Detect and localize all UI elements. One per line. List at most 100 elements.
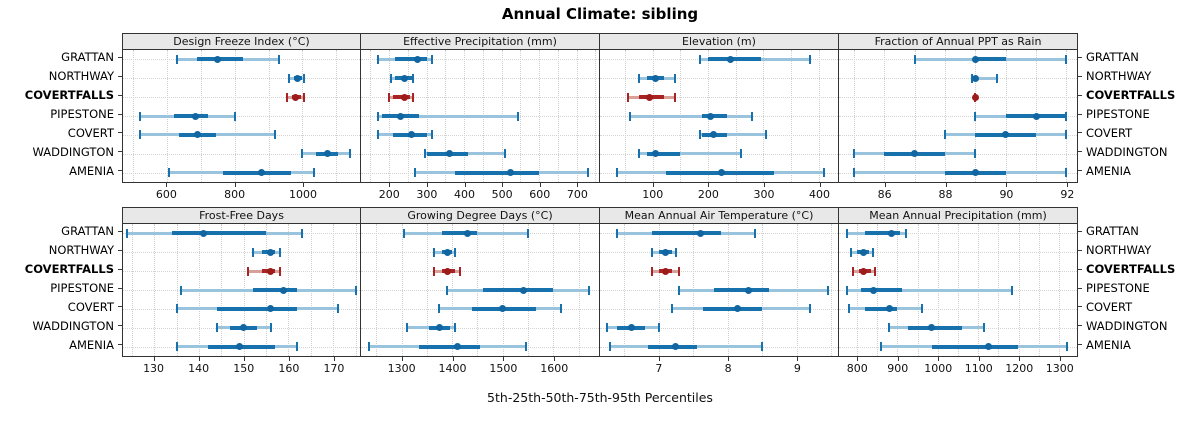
panel-plot-area [839, 224, 1077, 356]
panel: Fraction of Annual PPT as Rain 86 88 90 92 [839, 33, 1078, 203]
whisker-cap [389, 73, 392, 83]
whisker-cap [809, 54, 812, 64]
x-tick-label: 160 [278, 362, 300, 375]
x-tick-label: 88 [938, 188, 953, 201]
whisker-cap [405, 323, 408, 333]
row-tick [118, 113, 122, 115]
row-tick [1078, 287, 1082, 289]
whisker-cap [458, 266, 461, 276]
station-label: WADDINGTON [1078, 316, 1198, 335]
station-label-text: COVERT [67, 299, 114, 314]
trellis-row-2: GRATTAN NORTHWAY COVERTFALLS PIPESTONE COVER… [0, 207, 1200, 377]
station-label-stack: GRATTAN NORTHWAY COVERTFALLS PIPESTONE COVER… [1078, 48, 1198, 180]
median-dot [928, 324, 936, 332]
median-dot [707, 112, 715, 120]
station-label: COVERT [1078, 297, 1198, 316]
whisker-cap [517, 111, 520, 121]
whisker-cap [247, 266, 250, 276]
grid-hline [600, 327, 838, 329]
station-label-text: COVERTFALLS [24, 88, 114, 103]
station-label: COVERTFALLS [0, 260, 122, 279]
median-dot [192, 112, 200, 120]
x-tick-mark [502, 183, 504, 187]
whisker-cap [826, 285, 829, 295]
station-label-stack: GRATTAN NORTHWAY COVERTFALLS PIPESTONE COVER… [0, 222, 122, 354]
x-axis: 800 900 1000 1100 1200 1300 [839, 357, 1078, 377]
station-label-column-left: GRATTAN NORTHWAY COVERTFALLS PIPESTONE COVER… [0, 207, 122, 354]
station-label-text: COVERTFALLS [1086, 262, 1176, 277]
median-dot [734, 305, 742, 313]
x-tick-mark [945, 183, 947, 187]
panel-strip: Fraction of Annual PPT as Rain [839, 34, 1077, 50]
whisker-cap [650, 247, 653, 257]
x-axis: 1300 1400 1500 1600 [361, 357, 600, 377]
whisker-cap [848, 304, 851, 314]
grid-hline [361, 134, 599, 136]
median-dot [280, 286, 288, 294]
median-dot [971, 93, 979, 101]
median-dot [627, 324, 635, 332]
panel: Frost-Free Days 130 140 150 160 170 [122, 207, 361, 377]
row-tick [118, 306, 122, 308]
grid-hline [123, 153, 360, 155]
whisker-cap [431, 130, 434, 140]
whisker-cap [586, 168, 589, 178]
panel-box: Frost-Free Days [122, 207, 361, 357]
whisker-cap [412, 73, 415, 83]
whisker-cap [376, 130, 379, 140]
station-label: COVERTFALLS [0, 86, 122, 105]
whisker-cap [527, 228, 530, 238]
iqr-box [216, 306, 298, 311]
iqr-box [975, 57, 1006, 62]
whisker-cap [438, 304, 441, 314]
station-label-text: COVERT [67, 125, 114, 140]
median-dot [292, 93, 300, 101]
station-label: WADDINGTON [0, 316, 122, 335]
whisker-cap [167, 168, 170, 178]
whisker-cap [176, 54, 179, 64]
station-label: COVERT [0, 297, 122, 316]
whisker-cap [1065, 168, 1068, 178]
strip-spacer [0, 207, 122, 222]
iqr-box [647, 151, 681, 156]
station-label: NORTHWAY [1078, 67, 1198, 86]
iqr-box [173, 114, 208, 118]
x-tick-mark [978, 357, 980, 361]
station-label-text: NORTHWAY [1086, 243, 1152, 258]
median-dot [408, 131, 416, 139]
whisker-cap [524, 342, 527, 352]
whisker-cap [904, 228, 907, 238]
panel-box: Effective Precipitation (mm) [361, 33, 600, 183]
median-dot [971, 169, 979, 177]
median-dot [214, 55, 222, 63]
median-dot [240, 324, 248, 332]
x-tick-label: 600 [529, 188, 551, 201]
x-tick-mark [401, 357, 403, 361]
grid-hline [361, 327, 599, 329]
panel-strip: Growing Degree Days (°C) [361, 208, 599, 224]
whisker-range [699, 133, 767, 137]
x-tick-mark [166, 183, 168, 187]
grid-hline [361, 97, 599, 99]
median-dot [726, 55, 734, 63]
whisker-cap [412, 92, 415, 102]
whisker-cap [300, 228, 303, 238]
whisker-cap [180, 285, 183, 295]
station-label-text: PIPESTONE [50, 107, 114, 121]
row-tick [118, 56, 122, 58]
whisker-cap [650, 266, 653, 276]
row-tick [1078, 151, 1082, 153]
median-dot [400, 74, 408, 82]
whisker-cap [1065, 54, 1068, 64]
grid-hline [600, 271, 838, 273]
x-tick-label: 1000 [924, 362, 953, 375]
row-tick [118, 170, 122, 172]
station-label-text: WADDINGTON [1086, 318, 1168, 333]
station-label-text: NORTHWAY [1086, 69, 1152, 84]
x-tick-mark [897, 357, 899, 361]
whisker-cap [278, 247, 281, 257]
station-label-text: AMENIA [1086, 337, 1131, 352]
whisker-cap [453, 323, 456, 333]
whisker-cap [138, 111, 141, 121]
row-tick [118, 94, 122, 96]
